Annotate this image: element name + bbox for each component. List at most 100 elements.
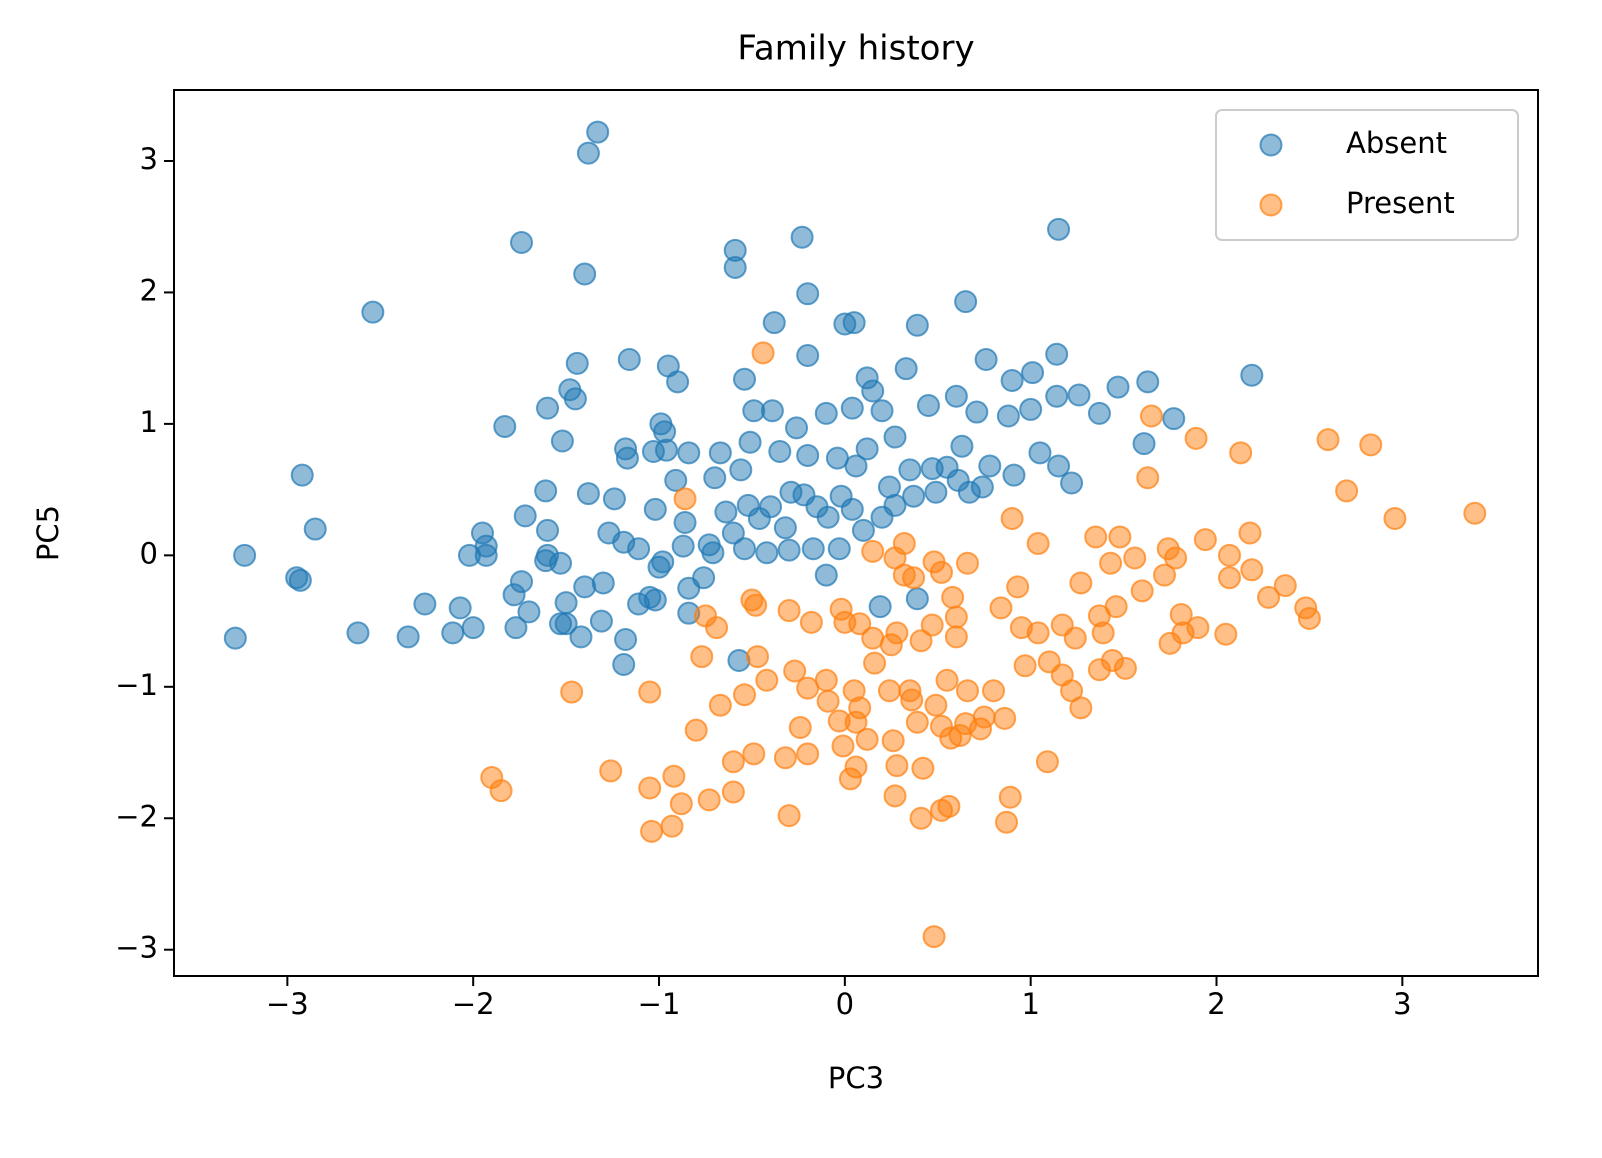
point xyxy=(902,484,926,508)
point xyxy=(517,600,541,624)
point xyxy=(944,605,968,629)
point xyxy=(223,626,247,650)
point xyxy=(693,604,717,628)
point xyxy=(413,592,437,616)
y-tick-label: 0 xyxy=(140,536,158,570)
point xyxy=(733,683,757,707)
x-tick-label: −3 xyxy=(266,987,309,1021)
point xyxy=(536,518,560,542)
point xyxy=(654,438,678,462)
point xyxy=(909,806,933,830)
point xyxy=(759,495,783,519)
point xyxy=(1152,563,1176,587)
point xyxy=(448,596,472,620)
point xyxy=(825,446,849,470)
point xyxy=(1047,217,1071,241)
point xyxy=(684,718,708,742)
point xyxy=(669,792,693,816)
point xyxy=(863,651,887,675)
point xyxy=(974,347,998,371)
point xyxy=(838,767,862,791)
point xyxy=(1257,585,1281,609)
point xyxy=(563,387,587,411)
point xyxy=(1060,471,1084,495)
point xyxy=(1297,606,1321,630)
point xyxy=(740,588,764,612)
point xyxy=(1087,401,1111,425)
point xyxy=(288,568,312,592)
point xyxy=(1009,616,1033,640)
point xyxy=(969,717,993,741)
point xyxy=(937,794,961,818)
point xyxy=(1238,521,1262,545)
point xyxy=(303,517,327,541)
legend-label: Absent xyxy=(1346,126,1447,160)
point xyxy=(1084,525,1108,549)
point xyxy=(396,625,420,649)
point xyxy=(905,710,929,734)
point xyxy=(777,804,801,828)
point xyxy=(1335,479,1359,503)
point xyxy=(703,466,727,490)
point xyxy=(589,609,613,633)
point xyxy=(898,458,922,482)
point xyxy=(612,652,636,676)
point xyxy=(814,401,838,425)
point xyxy=(905,587,929,611)
point xyxy=(827,537,851,561)
point xyxy=(1000,369,1024,393)
point xyxy=(801,537,825,561)
point xyxy=(1139,404,1163,428)
point xyxy=(1136,370,1160,394)
point xyxy=(1316,428,1340,452)
point xyxy=(831,734,855,758)
legend-label: Present xyxy=(1346,186,1455,220)
point xyxy=(777,599,801,623)
point xyxy=(573,575,597,599)
point xyxy=(1193,528,1217,552)
point xyxy=(1240,558,1264,582)
point xyxy=(560,680,584,704)
point xyxy=(733,537,757,561)
point xyxy=(796,742,820,766)
point xyxy=(993,706,1017,730)
point xyxy=(1123,546,1147,570)
point xyxy=(1162,407,1186,431)
point xyxy=(510,230,534,254)
point xyxy=(1136,466,1160,490)
point xyxy=(721,750,745,774)
point xyxy=(785,416,809,440)
point xyxy=(591,571,615,595)
point xyxy=(1158,631,1182,655)
point xyxy=(816,689,840,713)
point xyxy=(877,679,901,703)
point xyxy=(924,693,948,717)
point xyxy=(978,454,1002,478)
point xyxy=(723,255,747,279)
point xyxy=(742,742,766,766)
y-tick-label: −3 xyxy=(115,931,158,965)
point xyxy=(233,543,257,567)
point xyxy=(965,400,989,424)
point xyxy=(840,396,864,420)
point xyxy=(708,693,732,717)
point xyxy=(721,521,745,545)
point xyxy=(783,659,807,683)
point xyxy=(614,627,638,651)
point xyxy=(638,680,662,704)
point xyxy=(1000,507,1024,531)
point xyxy=(982,679,1006,703)
point xyxy=(998,785,1022,809)
point xyxy=(920,457,944,481)
point xyxy=(361,300,385,324)
point xyxy=(894,357,918,381)
point xyxy=(1113,656,1137,680)
point xyxy=(788,716,812,740)
point xyxy=(441,621,465,645)
point xyxy=(944,625,968,649)
point xyxy=(586,120,610,144)
point xyxy=(513,504,537,528)
point xyxy=(714,500,738,524)
point xyxy=(916,393,940,417)
